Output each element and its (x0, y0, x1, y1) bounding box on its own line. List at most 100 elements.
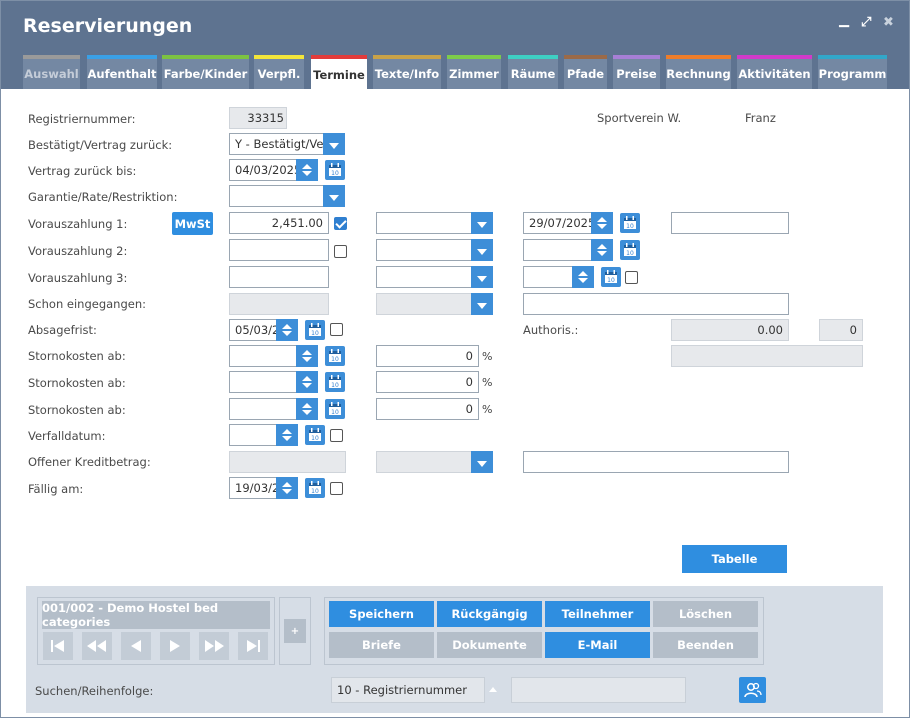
speichern-button[interactable]: Speichern (329, 601, 434, 627)
vorauszahlung-2-amount[interactable] (229, 239, 329, 261)
absagefrist-date-input[interactable]: 05/03/2025 (229, 319, 277, 341)
maximize-icon[interactable]: ⤢ (861, 15, 872, 30)
garantie-dropdown-button[interactable] (323, 185, 345, 207)
vorauszahlung-3-amount[interactable] (229, 266, 329, 288)
schon-eingegangen-note-input[interactable] (523, 293, 789, 315)
vorauszahlung-1-date-input[interactable]: 29/07/2025 (523, 212, 593, 234)
vorauszahlung-1-checkbox[interactable] (334, 217, 347, 230)
tab-zimmer[interactable]: Zimmer (447, 55, 501, 89)
vorauszahlung-3-checkbox[interactable] (625, 271, 638, 284)
verfalldatum-calendar-icon[interactable]: 10 (305, 425, 325, 445)
prev-record-icon[interactable] (121, 632, 151, 660)
vertrag-bis-calendar-icon[interactable]: 10 (325, 160, 345, 180)
faellig-am-checkbox[interactable] (330, 482, 343, 495)
vorauszahlung-3-select[interactable] (376, 266, 472, 288)
teilnehmer-button[interactable]: Teilnehmer (545, 601, 650, 627)
vorauszahlung-2-date-spinner[interactable] (591, 239, 613, 261)
prev-page-icon[interactable] (82, 632, 112, 660)
vorauszahlung-3-calendar-icon[interactable]: 10 (601, 267, 621, 287)
tab-pfade[interactable]: Pfade (564, 55, 607, 89)
vorauszahlung-3-dropdown-button[interactable] (471, 266, 493, 288)
briefe-button[interactable]: Briefe (329, 632, 434, 658)
loeschen-button[interactable]: Löschen (653, 601, 758, 627)
vorauszahlung-2-date-input[interactable] (523, 239, 593, 261)
verfalldatum-spinner[interactable] (276, 424, 298, 446)
stornokosten-2-spinner[interactable] (296, 371, 318, 393)
vertrag-bis-date-input[interactable]: 04/03/2025 (229, 159, 297, 181)
offener-kreditbetrag-note-input[interactable] (523, 451, 789, 473)
tab-aktivitäten[interactable]: Aktivitäten (737, 55, 812, 89)
minimize-icon[interactable]: ▁ (839, 13, 849, 28)
bestaetigt-select[interactable]: Y - Bestätigt/Vertrag (229, 133, 325, 155)
stornokosten-1-spinner[interactable] (296, 345, 318, 367)
tab-verpfl-[interactable]: Verpfl. (254, 55, 304, 89)
tabelle-button[interactable]: Tabelle (682, 545, 787, 573)
vorauszahlung-1-select[interactable] (376, 212, 472, 234)
vorauszahlung-1-calendar-icon[interactable]: 10 (620, 213, 640, 233)
vorauszahlung-3-date-input[interactable] (523, 266, 575, 288)
tab-texte-info[interactable]: Texte/Info (373, 55, 441, 89)
verfalldatum-date-input[interactable] (229, 424, 277, 446)
svg-text:10: 10 (607, 277, 615, 284)
label-vorauszahlung-3: Vorauszahlung 3: (28, 271, 128, 285)
stornokosten-1-percent-input[interactable]: 0 (376, 345, 479, 367)
faellig-am-spinner[interactable] (276, 477, 298, 499)
stornokosten-3-calendar-icon[interactable]: 10 (325, 399, 345, 419)
verfalldatum-checkbox[interactable] (330, 429, 343, 442)
mwst-button[interactable]: MwSt (172, 212, 213, 235)
guest-name: Franz (745, 111, 776, 125)
tab-räume[interactable]: Räume (508, 55, 558, 89)
vorauszahlung-1-amount[interactable]: 2,451.00 (229, 212, 329, 234)
add-record-button[interactable]: + (284, 619, 306, 643)
stornokosten-3-percent-input[interactable]: 0 (376, 398, 479, 420)
faellig-am-date-input[interactable]: 19/03/2025 (229, 477, 277, 499)
stornokosten-2-percent-input[interactable]: 0 (376, 371, 479, 393)
stornokosten-1-date-input[interactable] (229, 345, 299, 367)
next-record-icon[interactable] (160, 632, 190, 660)
dokumente-button[interactable]: Dokumente (437, 632, 542, 658)
rueckgaengig-button[interactable]: Rückgängig (437, 601, 542, 627)
absagefrist-calendar-icon[interactable]: 10 (305, 320, 325, 340)
search-input[interactable] (511, 677, 686, 703)
label-authoris: Authoris.: (523, 323, 579, 337)
label-verfalldatum: Verfalldatum: (28, 429, 106, 443)
stornokosten-2-date-input[interactable] (229, 371, 299, 393)
user-search-icon[interactable] (739, 677, 766, 703)
next-page-icon[interactable] (199, 632, 229, 660)
vorauszahlung-3-date-spinner[interactable] (572, 266, 594, 288)
tab-aufenthalt[interactable]: Aufenthalt (87, 55, 157, 89)
garantie-select[interactable] (229, 185, 325, 207)
email-button[interactable]: E-Mail (545, 632, 650, 658)
stornokosten-2-percent-sign: % (482, 376, 493, 389)
tab-programm[interactable]: Programm (818, 55, 887, 89)
vorauszahlung-2-checkbox[interactable] (334, 245, 347, 258)
beenden-button[interactable]: Beenden (653, 632, 758, 658)
svg-text:10: 10 (331, 409, 339, 416)
tab-rechnung[interactable]: Rechnung (666, 55, 731, 89)
offener-kreditbetrag-dropdown-button[interactable] (471, 451, 493, 473)
first-record-icon[interactable] (43, 632, 73, 660)
vorauszahlung-2-select[interactable] (376, 239, 472, 261)
sort-direction-icon[interactable] (489, 687, 497, 692)
absagefrist-checkbox[interactable] (330, 323, 343, 336)
last-record-icon[interactable] (238, 632, 268, 660)
close-icon[interactable]: ✖ (883, 15, 894, 30)
stornokosten-2-calendar-icon[interactable]: 10 (325, 372, 345, 392)
faellig-am-calendar-icon[interactable]: 10 (305, 478, 325, 498)
absagefrist-spinner[interactable] (276, 319, 298, 341)
stornokosten-3-date-input[interactable] (229, 398, 299, 420)
vorauszahlung-2-calendar-icon[interactable]: 10 (620, 240, 640, 260)
vorauszahlung-1-note-input[interactable] (671, 212, 789, 234)
tab-termine[interactable]: Termine (311, 55, 367, 90)
authoris-amount: 0.00 (671, 319, 789, 341)
vorauszahlung-1-dropdown-button[interactable] (471, 212, 493, 234)
stornokosten-1-calendar-icon[interactable]: 10 (325, 346, 345, 366)
vorauszahlung-2-dropdown-button[interactable] (471, 239, 493, 261)
bestaetigt-dropdown-button[interactable] (323, 133, 345, 155)
tab-preise[interactable]: Preise (613, 55, 660, 89)
stornokosten-3-spinner[interactable] (296, 398, 318, 420)
vertrag-bis-spinner[interactable] (296, 159, 318, 181)
tab-farbe-kinder[interactable]: Farbe/Kinder (162, 55, 249, 89)
sort-order-select[interactable]: 10 - Registriernummer (331, 677, 485, 703)
vorauszahlung-1-date-spinner[interactable] (591, 212, 613, 234)
